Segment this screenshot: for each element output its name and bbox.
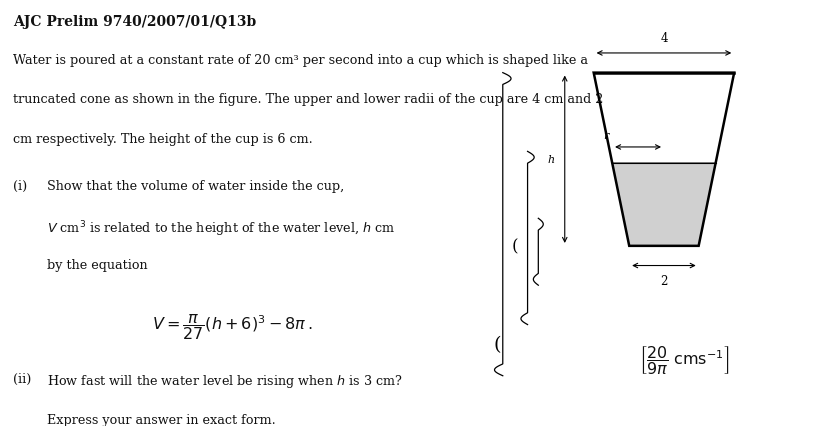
Text: truncated cone as shown in the figure. The upper and lower radii of the cup are : truncated cone as shown in the figure. T… (12, 93, 603, 106)
Text: Express your answer in exact form.: Express your answer in exact form. (47, 413, 276, 426)
Text: 2: 2 (661, 274, 667, 288)
Text: $V = \dfrac{\pi}{27}(h + 6)^3 - 8\pi\,.$: $V = \dfrac{\pi}{27}(h + 6)^3 - 8\pi\,.$ (151, 311, 312, 341)
Text: cm respectively. The height of the cup is 6 cm.: cm respectively. The height of the cup i… (12, 132, 313, 145)
Text: (: ( (493, 335, 501, 354)
Text: (: ( (512, 238, 518, 255)
Text: AJC Prelim 9740/2007/01/Q13b: AJC Prelim 9740/2007/01/Q13b (12, 14, 256, 29)
Text: Water is poured at a constant rate of 20 cm³ per second into a cup which is shap: Water is poured at a constant rate of 20… (12, 54, 587, 67)
Text: h: h (547, 155, 555, 165)
Text: 4: 4 (660, 32, 668, 45)
Text: (i): (i) (12, 179, 27, 193)
Text: How fast will the water level be rising when $h$ is 3 cm?: How fast will the water level be rising … (47, 372, 404, 389)
Text: $\left[\dfrac{20}{9\pi}\ \mathrm{cms}^{-1}\right]$: $\left[\dfrac{20}{9\pi}\ \mathrm{cms}^{-… (639, 343, 730, 376)
Text: (ii): (ii) (12, 372, 31, 385)
Text: $V$ cm$^3$ is related to the height of the water level, $h$ cm: $V$ cm$^3$ is related to the height of t… (47, 219, 396, 238)
Text: by the equation: by the equation (47, 258, 148, 271)
Polygon shape (612, 163, 716, 246)
Text: Show that the volume of water inside the cup,: Show that the volume of water inside the… (47, 179, 344, 193)
Text: r: r (603, 130, 608, 141)
